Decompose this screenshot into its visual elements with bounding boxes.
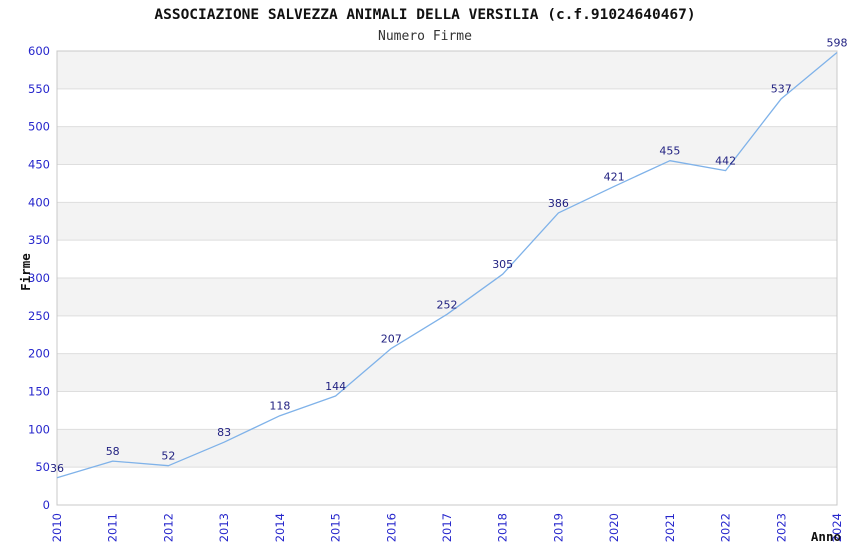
data-point-label: 455 [659,145,680,158]
grid-band [57,202,837,241]
x-axis-tick-labels: 2010 2011 2012 2013 2014 2015 2016 2017 2018 2019… [50,513,844,542]
data-point-label: 36 [50,462,64,475]
x-axis-title: Anno [811,529,841,544]
x-tick-label: 2018 [496,513,510,542]
series-line [56,51,838,479]
x-tick-label: 2015 [329,513,343,542]
chart-title: ASSOCIAZIONE SALVEZZA ANIMALI DELLA VERS… [154,7,695,23]
x-tick-label: 2022 [719,513,733,542]
x-tick-label: 2014 [273,513,287,542]
grid-band [57,278,837,316]
data-point-label: 144 [325,380,346,393]
grid-band [57,353,837,392]
x-tick-label: 2024 [830,513,844,542]
data-point-label: 118 [269,400,290,413]
grid-band [57,429,837,468]
y-tick-label: 0 [43,498,50,512]
y-tick-label: 100 [28,422,50,436]
y-tick-label: 500 [28,120,50,134]
x-tick-label: 2013 [217,513,231,542]
grid-band [57,126,837,165]
x-tick-label: 2019 [551,513,565,542]
x-tick-label: 2017 [440,513,454,542]
data-point-label: 598 [827,37,848,50]
x-tick-label: 2010 [50,513,64,542]
y-tick-label: 150 [28,385,50,399]
y-tick-label: 350 [28,233,50,247]
y-tick-label: 600 [28,44,50,58]
data-point-label: 58 [106,445,120,458]
data-point-label: 52 [161,450,175,463]
data-point-label: 83 [217,426,231,439]
y-tick-label: 300 [28,271,50,285]
plot-border [56,50,838,506]
y-tick-label: 200 [28,347,50,361]
data-series-line [56,51,838,479]
gridlines [57,50,837,468]
data-point-label: 305 [492,258,513,271]
data-point-label: 442 [715,155,736,168]
y-axis-tick-labels: 0 50 100 150 200 250 300 350 400 450 500 550 600 [28,44,50,512]
x-tick-label: 2012 [161,513,175,542]
data-point-label: 421 [604,170,625,183]
data-point-label: 537 [771,83,792,96]
x-tick-label: 2021 [663,513,677,542]
y-tick-label: 400 [28,195,50,209]
data-point-label: 207 [381,332,402,345]
y-tick-label: 250 [28,309,50,323]
background-bands [57,51,837,468]
x-tick-label: 2011 [106,513,120,542]
y-tick-label: 50 [35,460,50,474]
data-point-labels: 36 58 52 83 118 144 207 252 305 386 421 455 442 537 59… [50,37,848,475]
y-axis-title: Firme [18,253,33,291]
grid-band [57,51,837,89]
x-tick-label: 2023 [774,513,788,542]
x-tick-label: 2020 [607,513,621,542]
y-tick-label: 450 [28,158,50,172]
x-tick-label: 2016 [384,513,398,542]
y-tick-label: 550 [28,82,50,96]
data-point-label: 386 [548,197,569,210]
chart-subtitle: Numero Firme [378,29,472,44]
data-point-label: 252 [437,298,458,311]
